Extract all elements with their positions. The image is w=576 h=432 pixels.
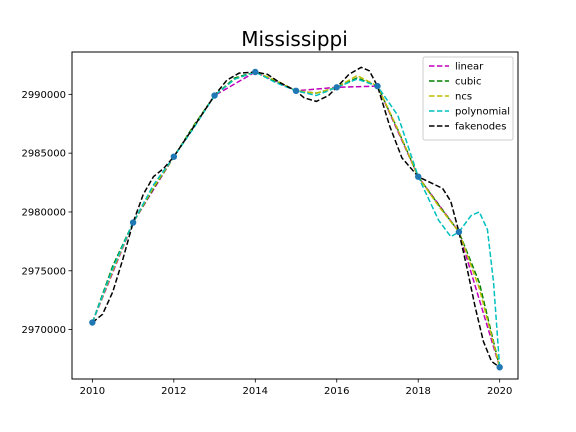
legend-label: cubic xyxy=(455,77,481,88)
data-point xyxy=(89,319,96,326)
data-point xyxy=(374,82,381,90)
x-tick-label: 2012 xyxy=(161,386,186,397)
data-point xyxy=(455,228,463,236)
data-point xyxy=(292,87,300,95)
data-point xyxy=(129,219,137,226)
plot-frame xyxy=(71,51,519,380)
series-line-fakenodes xyxy=(91,66,501,368)
y-tick-label: 2990000 xyxy=(21,90,66,101)
x-tick-label: 2014 xyxy=(243,386,268,397)
data-point xyxy=(252,68,259,76)
legend-label: linear xyxy=(455,62,484,73)
legend-label: fakenodes xyxy=(455,122,506,133)
x-tick-label: 2020 xyxy=(487,386,512,397)
legend: linear cubic ncs polynomial fakenodes xyxy=(422,56,514,141)
x-tick-label: 2016 xyxy=(324,386,349,397)
data-point xyxy=(496,364,503,371)
y-tick-label: 2985000 xyxy=(21,149,66,160)
legend-label: ncs xyxy=(455,92,472,103)
x-axis: 2010 2012 2014 2016 2018 2020 xyxy=(80,379,512,397)
legend-box xyxy=(422,56,514,141)
legend-label: polynomial xyxy=(455,107,510,118)
x-tick-label: 2010 xyxy=(80,386,105,397)
data-point xyxy=(170,153,178,160)
data-point xyxy=(333,84,340,91)
x-tick-label: 2018 xyxy=(405,386,430,397)
data-point xyxy=(415,173,422,180)
y-tick-label: 2980000 xyxy=(21,207,66,218)
points-layer xyxy=(89,68,503,371)
y-tick-label: 2970000 xyxy=(21,325,66,336)
y-axis: 2970000 2975000 2980000 2985000 2990000 xyxy=(21,90,72,336)
chart-title: Mississippi xyxy=(241,27,348,51)
y-tick-label: 2975000 xyxy=(21,266,66,277)
data-point xyxy=(211,92,218,99)
